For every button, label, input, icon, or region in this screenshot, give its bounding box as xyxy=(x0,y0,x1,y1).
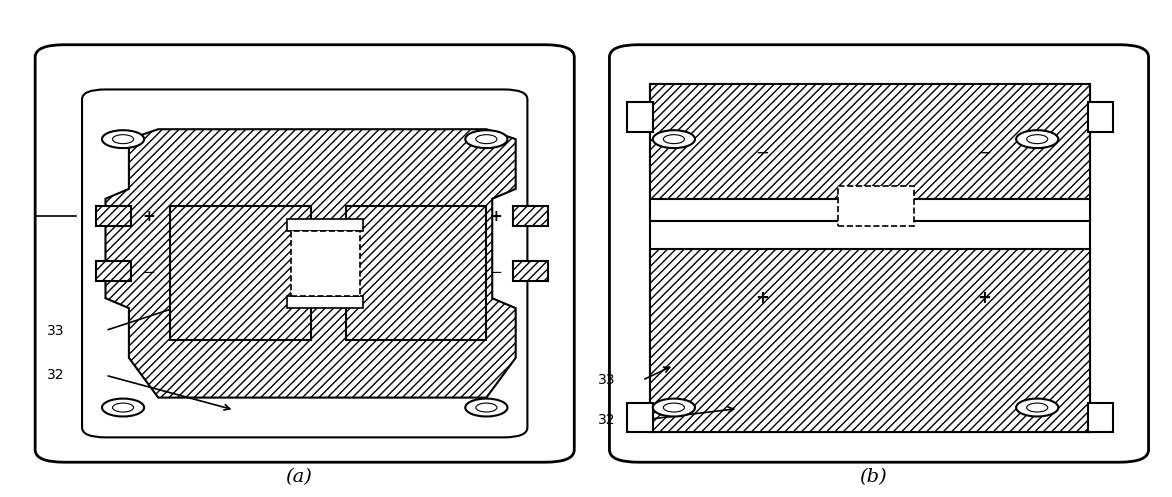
Circle shape xyxy=(113,403,134,412)
Bar xyxy=(513,261,548,281)
Text: $-$: $-$ xyxy=(489,263,503,278)
Circle shape xyxy=(663,403,684,412)
Polygon shape xyxy=(105,129,516,398)
Text: +: + xyxy=(977,289,992,307)
Bar xyxy=(627,102,653,132)
Circle shape xyxy=(1027,403,1048,412)
Text: +: + xyxy=(143,209,155,224)
Text: $-$: $-$ xyxy=(755,143,769,161)
Text: +: + xyxy=(755,289,769,307)
Circle shape xyxy=(113,135,134,144)
Text: (a): (a) xyxy=(286,468,312,486)
Bar xyxy=(1088,403,1113,432)
Bar xyxy=(650,84,1090,199)
Text: 33: 33 xyxy=(47,324,64,337)
Circle shape xyxy=(1016,130,1058,148)
Bar xyxy=(650,248,1090,432)
FancyBboxPatch shape xyxy=(35,45,574,462)
Circle shape xyxy=(465,130,507,148)
Text: 32: 32 xyxy=(47,368,64,382)
Text: 33: 33 xyxy=(598,373,615,387)
FancyBboxPatch shape xyxy=(609,45,1149,462)
Text: +: + xyxy=(490,209,502,224)
Circle shape xyxy=(1027,135,1048,144)
Bar xyxy=(1088,102,1113,132)
Circle shape xyxy=(1016,399,1058,416)
Bar xyxy=(513,206,548,226)
Bar xyxy=(291,231,360,296)
Circle shape xyxy=(653,399,695,416)
Circle shape xyxy=(476,135,497,144)
Circle shape xyxy=(663,135,684,144)
Bar xyxy=(96,261,131,281)
Circle shape xyxy=(476,403,497,412)
Circle shape xyxy=(465,399,507,416)
Text: $-$: $-$ xyxy=(977,143,992,161)
Bar xyxy=(170,206,311,340)
Bar xyxy=(346,206,486,340)
Bar xyxy=(838,186,914,226)
Text: (b): (b) xyxy=(859,468,887,486)
Text: $-$: $-$ xyxy=(142,263,156,278)
Bar xyxy=(627,403,653,432)
Circle shape xyxy=(102,399,144,416)
Circle shape xyxy=(102,130,144,148)
Bar xyxy=(287,296,363,308)
FancyBboxPatch shape xyxy=(82,89,527,437)
Text: 32: 32 xyxy=(598,413,615,427)
Bar xyxy=(287,219,363,231)
Bar xyxy=(650,84,1090,432)
Circle shape xyxy=(653,130,695,148)
Bar xyxy=(96,206,131,226)
Bar xyxy=(650,199,1090,221)
